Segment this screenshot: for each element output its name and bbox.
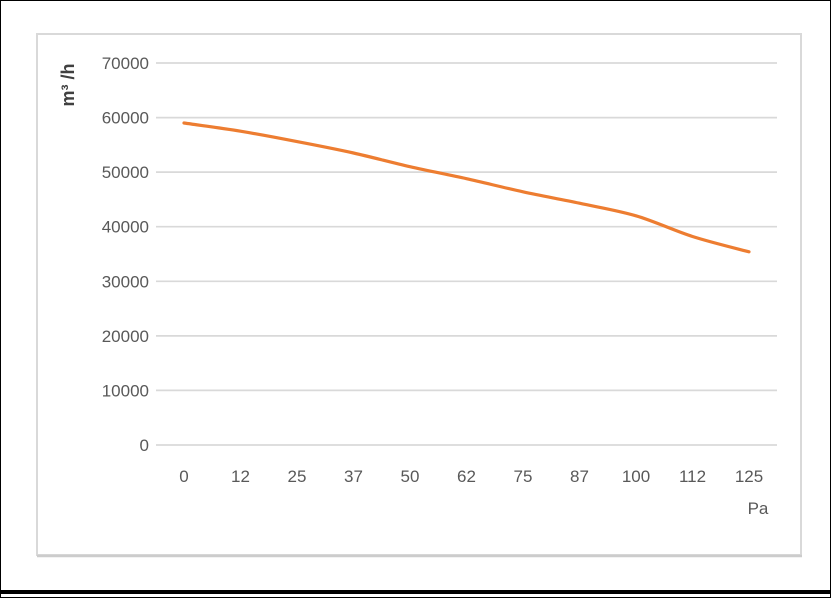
x-tick-label: 100 (622, 467, 650, 486)
x-tick-label: 37 (344, 467, 363, 486)
y-tick-label: 50000 (102, 163, 149, 182)
y-axis-tick-labels: 0 10000 20000 30000 40000 50000 60000 70000 (102, 54, 149, 455)
x-axis-tick-labels: 0 12 25 37 50 62 75 87 100 112 125 (179, 467, 763, 486)
x-tick-label: 50 (401, 467, 420, 486)
x-axis-title: Pa (748, 499, 769, 518)
y-tick-label: 30000 (102, 272, 149, 291)
x-tick-label: 62 (457, 467, 476, 486)
x-tick-label: 0 (179, 467, 188, 486)
y-tick-label: 70000 (102, 54, 149, 73)
y-tick-label: 10000 (102, 381, 149, 400)
x-tick-label: 75 (514, 467, 533, 486)
gridlines (156, 62, 777, 446)
data-series-line (182, 121, 751, 254)
y-tick-label: 40000 (102, 218, 149, 237)
bottom-page-rule (1, 590, 830, 594)
y-tick-label: 0 (140, 436, 149, 455)
y-tick-label: 20000 (102, 327, 149, 346)
y-tick-label: 60000 (102, 109, 149, 128)
y-axis-title: m³ /h (58, 64, 78, 107)
x-tick-label: 112 (679, 467, 706, 486)
x-tick-label: 87 (570, 467, 589, 486)
x-tick-label: 25 (288, 467, 307, 486)
x-tick-label: 12 (231, 467, 250, 486)
x-tick-label: 125 (735, 467, 763, 486)
chart-border (36, 33, 802, 556)
